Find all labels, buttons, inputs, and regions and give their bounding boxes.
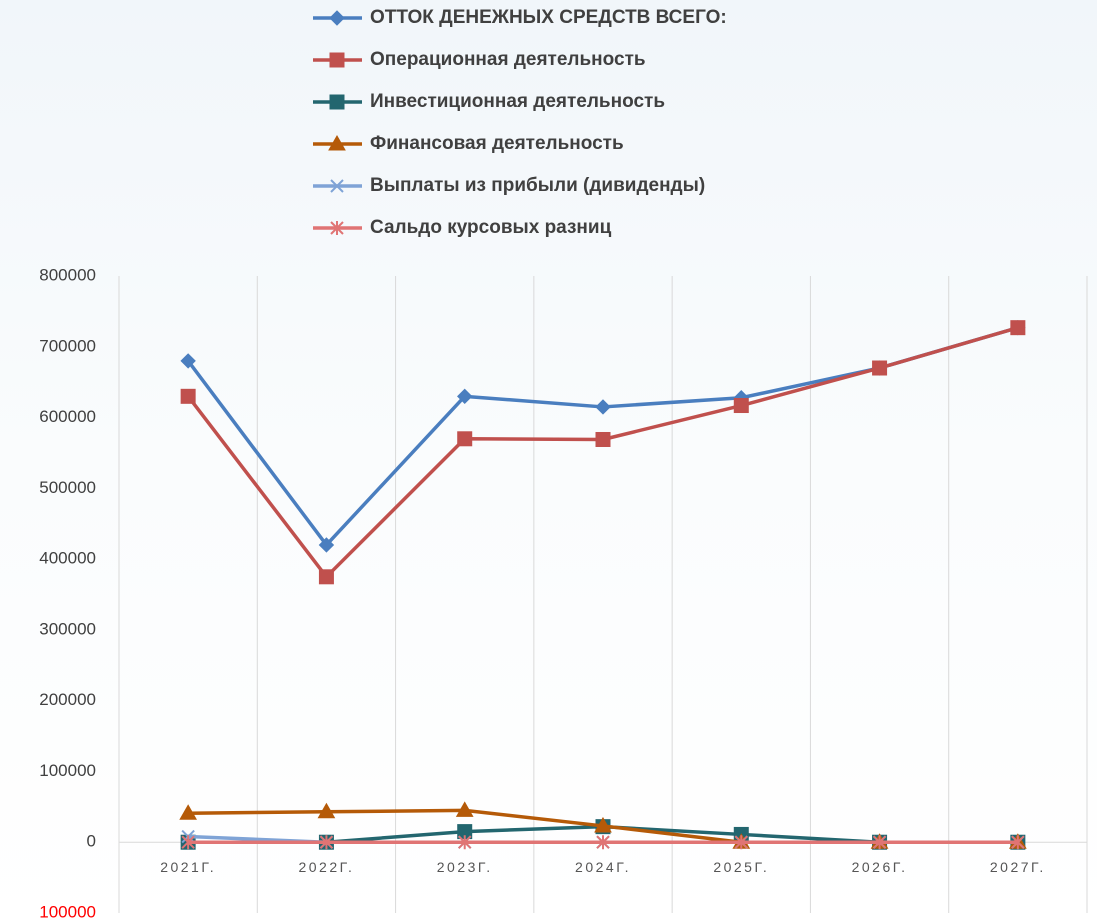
legend-label: Инвестиционная деятельность (370, 91, 665, 112)
marker (318, 569, 334, 585)
x-tick-label: 2026Г. (852, 859, 908, 875)
y-tick-label: 200000 (39, 690, 96, 709)
marker (872, 360, 888, 376)
marker (595, 431, 611, 447)
marker (455, 801, 474, 817)
marker (318, 537, 335, 553)
marker (872, 835, 887, 850)
marker (181, 835, 195, 850)
x-tick-label: 2021Г. (160, 859, 216, 875)
y-tick-label: 100000 (39, 761, 96, 780)
y-tick-label: 0 (87, 832, 96, 851)
y-tick-label: 800000 (39, 265, 96, 284)
marker (319, 835, 334, 850)
x-tick-label: 2023Г. (437, 859, 493, 875)
marker (179, 804, 198, 820)
legend-marker (329, 94, 345, 110)
x-tick-label: 2022Г. (298, 859, 354, 875)
marker (595, 399, 611, 415)
marker (1011, 835, 1025, 850)
legend-marker (330, 221, 344, 235)
marker (733, 398, 749, 414)
legend-label: Сальдо курсовых разниц (370, 217, 612, 238)
y-tick-label: 600000 (39, 407, 96, 426)
legend-marker (328, 134, 346, 151)
legend-marker (330, 179, 344, 193)
legend-label: Выплаты из прибыли (дивиденды) (370, 175, 705, 196)
marker (180, 388, 196, 404)
x-tick-label: 2027Г. (990, 859, 1046, 875)
y-tick-label: 300000 (39, 619, 96, 638)
x-tick-label: 2024Г. (575, 859, 631, 875)
marker (596, 835, 610, 850)
y-tick-label: 400000 (39, 549, 96, 568)
marker (457, 388, 473, 405)
y-tick-label: 700000 (39, 336, 96, 355)
marker (594, 816, 612, 833)
y-tick-label: 100000 (39, 902, 96, 921)
y-tick-label: 500000 (39, 478, 96, 497)
legend-label: Операционная деятельность (370, 49, 646, 70)
legend-label: ОТТОК ДЕНЕЖНЫХ СРЕДСТВ ВСЕГО: (370, 7, 727, 28)
marker (1010, 320, 1026, 336)
marker (457, 431, 473, 447)
legend-marker (329, 52, 345, 68)
marker (734, 835, 748, 850)
marker (180, 353, 196, 369)
x-tick-label: 2025Г. (713, 859, 769, 875)
legend-label: Финансовая деятельность (370, 133, 624, 154)
marker (458, 835, 472, 850)
marker (317, 802, 336, 819)
legend-marker (329, 10, 345, 26)
